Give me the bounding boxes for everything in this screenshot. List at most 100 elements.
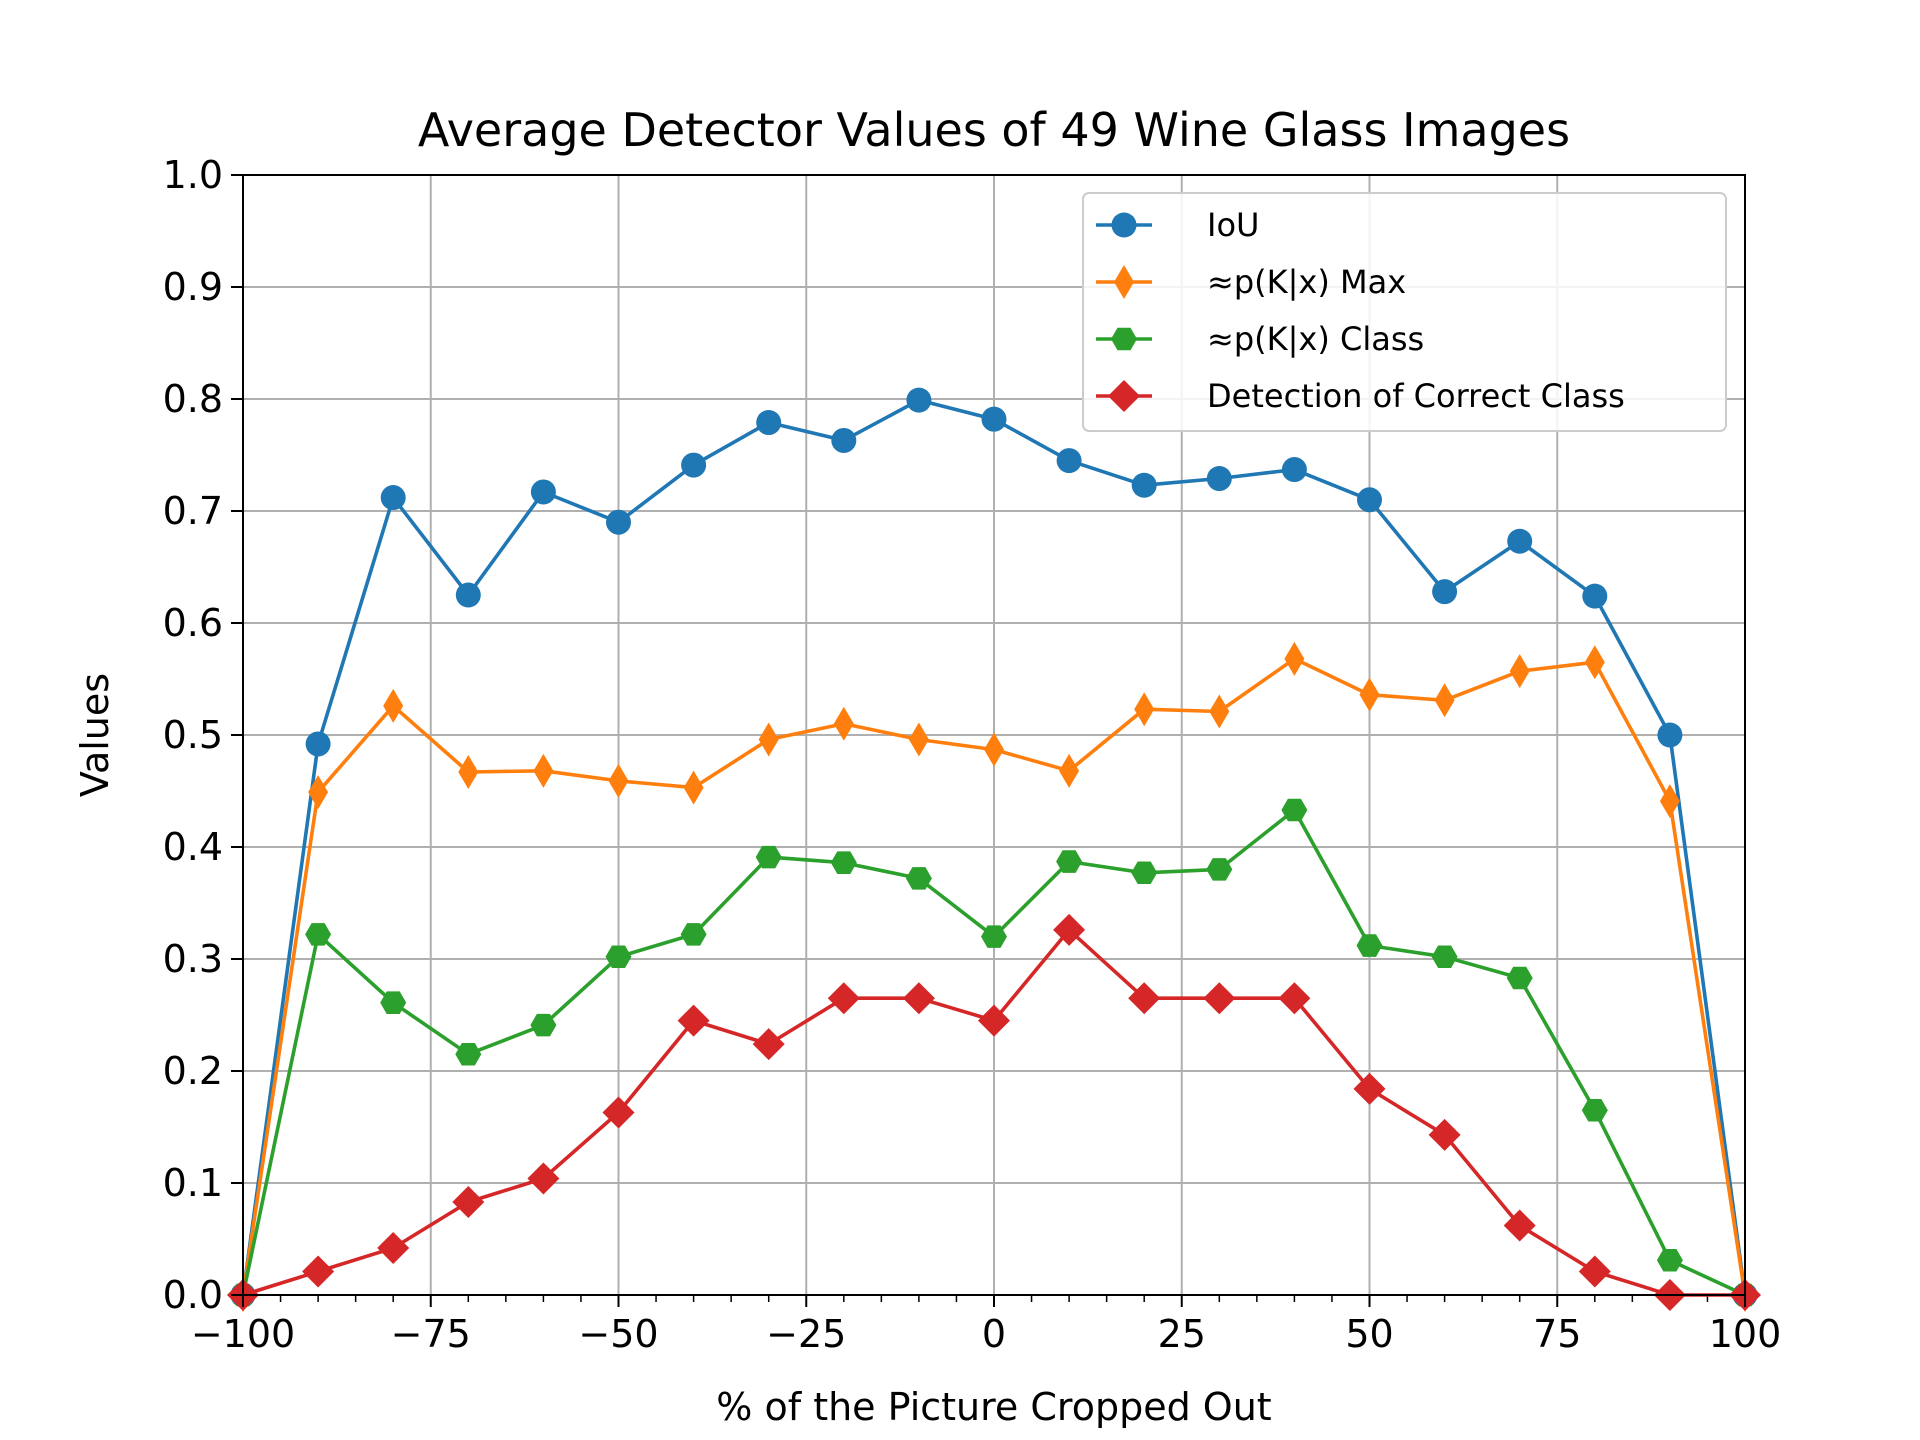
data-point: [755, 845, 782, 869]
data-point: [305, 923, 332, 946]
y-tick-label: 0.9: [163, 265, 223, 309]
y-tick-label: 0.6: [163, 601, 223, 645]
x-tick-label: −75: [391, 1312, 471, 1356]
data-point: [530, 1013, 557, 1037]
data-point: [827, 982, 860, 1015]
y-tick-label: 0.0: [163, 1273, 223, 1317]
data-point: [1134, 692, 1155, 727]
data-point: [458, 754, 479, 789]
data-point: [1209, 694, 1230, 729]
x-tick-label: 50: [1345, 1312, 1393, 1356]
data-point: [1357, 487, 1382, 513]
data-point: [1657, 722, 1683, 748]
data-point: [1053, 913, 1086, 946]
y-tick-label: 0.3: [163, 937, 223, 981]
data-point: [1056, 448, 1082, 474]
y-tick-label: 1.0: [163, 153, 223, 197]
data-point: [677, 1004, 710, 1037]
data-point: [1131, 861, 1158, 885]
x-tick-label: 75: [1533, 1312, 1581, 1356]
x-axis-ticks: −100 −75 −50 −25 0 25 50 75 100: [191, 1295, 1781, 1356]
y-axis-ticks: 0.0 0.1 0.2 0.3 0.4 0.5 0.6 0.7 0.8 0.9 1.0: [163, 153, 243, 1317]
legend-marker: [1111, 327, 1137, 351]
x-tick-label: −25: [766, 1312, 846, 1356]
y-tick-label: 0.1: [163, 1161, 223, 1205]
y-tick-label: 0.5: [163, 713, 223, 757]
legend-marker: [1114, 265, 1134, 299]
legend-label: IoU: [1207, 206, 1259, 244]
data-point: [1434, 683, 1455, 718]
data-point: [981, 406, 1007, 432]
data-point: [608, 763, 629, 798]
data-point: [908, 722, 929, 757]
data-point: [305, 731, 331, 757]
y-axis-label: Values: [73, 673, 117, 797]
series-4: [227, 913, 1761, 1311]
data-point: [1581, 1098, 1608, 1122]
data-point: [1278, 982, 1311, 1015]
data-point: [1509, 654, 1530, 689]
data-point: [1431, 945, 1458, 969]
data-point: [1056, 850, 1083, 873]
legend-entry: IoU: [1096, 206, 1259, 244]
x-tick-label: −100: [191, 1312, 295, 1356]
data-point: [1203, 982, 1236, 1015]
y-tick-label: 0.7: [163, 489, 223, 533]
data-point: [1206, 466, 1232, 492]
data-point: [831, 427, 857, 453]
legend-label: ≈p(K|x) Class: [1207, 320, 1424, 358]
data-point: [1656, 1249, 1683, 1272]
data-point: [1281, 457, 1307, 483]
y-tick-label: 0.4: [163, 825, 223, 869]
data-point: [380, 485, 406, 511]
legend-entry: Detection of Correct Class: [1096, 377, 1625, 415]
data-point: [530, 479, 556, 505]
data-point: [605, 945, 632, 969]
data-point: [1507, 528, 1533, 554]
data-point: [455, 1042, 482, 1066]
y-tick-label: 0.2: [163, 1049, 223, 1093]
data-point: [902, 982, 935, 1015]
data-point: [984, 732, 1004, 767]
minor-ticks: [279, 1295, 1709, 1302]
data-point: [602, 1096, 635, 1129]
data-point: [1506, 966, 1533, 990]
data-point: [1584, 645, 1605, 680]
data-point: [683, 770, 704, 805]
data-point: [1353, 1072, 1386, 1105]
series-layer: [227, 387, 1761, 1312]
x-tick-label: −50: [578, 1312, 658, 1356]
data-point: [756, 410, 782, 436]
data-point: [533, 753, 554, 788]
legend-entry: ≈p(K|x) Max: [1096, 263, 1406, 301]
data-point: [1503, 1209, 1536, 1242]
data-point: [1582, 583, 1608, 609]
x-tick-label: 0: [982, 1312, 1006, 1356]
data-point: [830, 851, 857, 874]
data-point: [383, 688, 404, 723]
data-point: [981, 925, 1007, 948]
legend-marker: [1108, 380, 1140, 412]
data-point: [905, 867, 932, 890]
data-point: [1206, 858, 1233, 881]
data-point: [1356, 934, 1383, 957]
data-point: [606, 509, 631, 535]
data-point: [1059, 753, 1080, 788]
legend-marker: [1111, 212, 1137, 238]
legend-entry: ≈p(K|x) Class: [1096, 320, 1424, 358]
y-tick-label: 0.8: [163, 377, 223, 421]
legend-box: [1082, 192, 1727, 432]
legend: IoU ≈p(K|x) Max ≈p(K|x) Class Detection of …: [1082, 192, 1727, 432]
data-point: [978, 1004, 1010, 1037]
data-point: [1428, 1118, 1461, 1151]
data-point: [681, 452, 707, 478]
data-point: [455, 582, 481, 608]
data-point: [906, 387, 932, 413]
x-tick-label: 25: [1158, 1312, 1206, 1356]
data-point: [680, 923, 707, 946]
data-point: [377, 1231, 410, 1264]
chart-title: Average Detector Values of 49 Wine Glass…: [418, 103, 1570, 157]
data-point: [1281, 798, 1308, 822]
data-point: [1578, 1255, 1611, 1288]
